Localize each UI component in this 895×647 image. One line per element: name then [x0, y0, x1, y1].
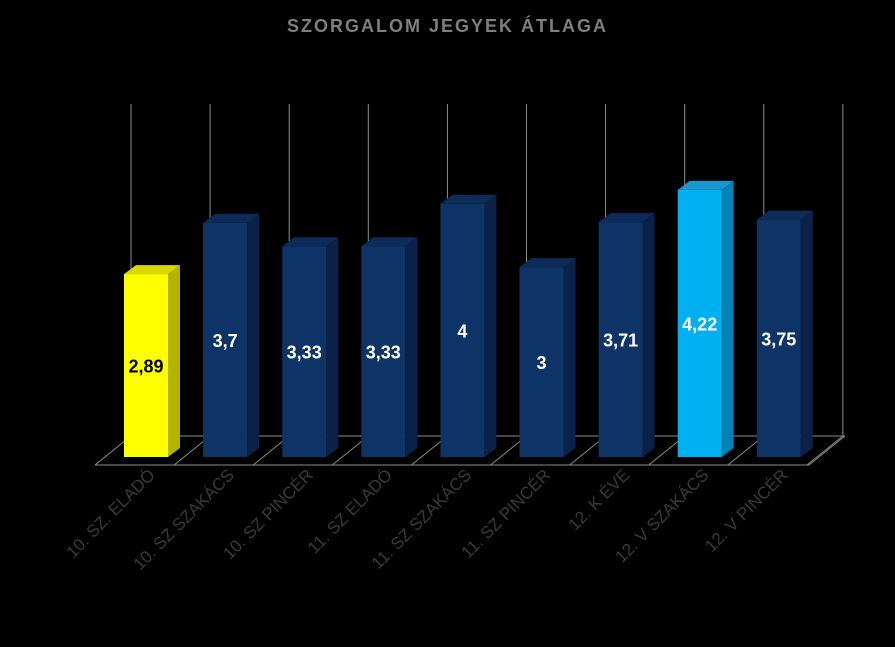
bar-top [203, 213, 260, 223]
bar-front [124, 274, 168, 457]
bar-side [484, 194, 497, 458]
bar-side [642, 213, 655, 457]
bar-top [598, 213, 655, 223]
value-labels: 2,89 3,7 3,33 3,33 4 3 3,71 4,22 3,75 [128, 314, 796, 376]
bar-side [326, 237, 339, 457]
category-label: 12. K ÉVE [565, 465, 634, 534]
bars [124, 180, 813, 458]
bar [440, 194, 497, 458]
bar-front [203, 222, 248, 457]
bar-side [247, 213, 260, 457]
bar [203, 213, 260, 457]
data-label: 3,33 [287, 343, 322, 363]
bar-front [756, 219, 801, 457]
bar [519, 258, 576, 457]
data-label: 4 [457, 321, 467, 341]
bar-side [563, 258, 576, 457]
floor-divider [806, 435, 844, 466]
bar-top [361, 237, 418, 247]
bar-top [124, 265, 180, 275]
bar-front [282, 246, 327, 457]
bar-top [677, 180, 734, 190]
bar-front [361, 246, 406, 457]
data-label: 3,33 [366, 343, 401, 363]
data-label: 3,71 [603, 331, 638, 351]
bar-front [677, 189, 722, 457]
category-label: 12. V PINCÉR [701, 465, 791, 555]
bar [756, 210, 813, 457]
floor-right-edge [808, 435, 846, 466]
data-label: 3 [536, 353, 546, 373]
bar [361, 237, 418, 457]
bar [282, 237, 339, 457]
bar-side [405, 237, 418, 457]
bar-front [598, 222, 643, 457]
bar [598, 213, 655, 457]
chart-title: SZORGALOM JEGYEK ÁTLAGA [286, 16, 608, 36]
bar-front [519, 267, 564, 457]
data-label: 3,7 [213, 331, 238, 351]
bar-side [168, 265, 180, 457]
data-label: 2,89 [128, 357, 163, 377]
data-label: 3,75 [761, 329, 796, 349]
bar-side [721, 180, 734, 457]
bar [677, 180, 734, 457]
bar-side [800, 210, 813, 457]
bar-top [282, 237, 339, 247]
bar-front [440, 203, 485, 457]
bar-top [519, 258, 576, 268]
data-label: 4,22 [682, 314, 717, 334]
bar-top [756, 210, 813, 220]
bar-top [440, 194, 497, 204]
bar [124, 265, 180, 457]
